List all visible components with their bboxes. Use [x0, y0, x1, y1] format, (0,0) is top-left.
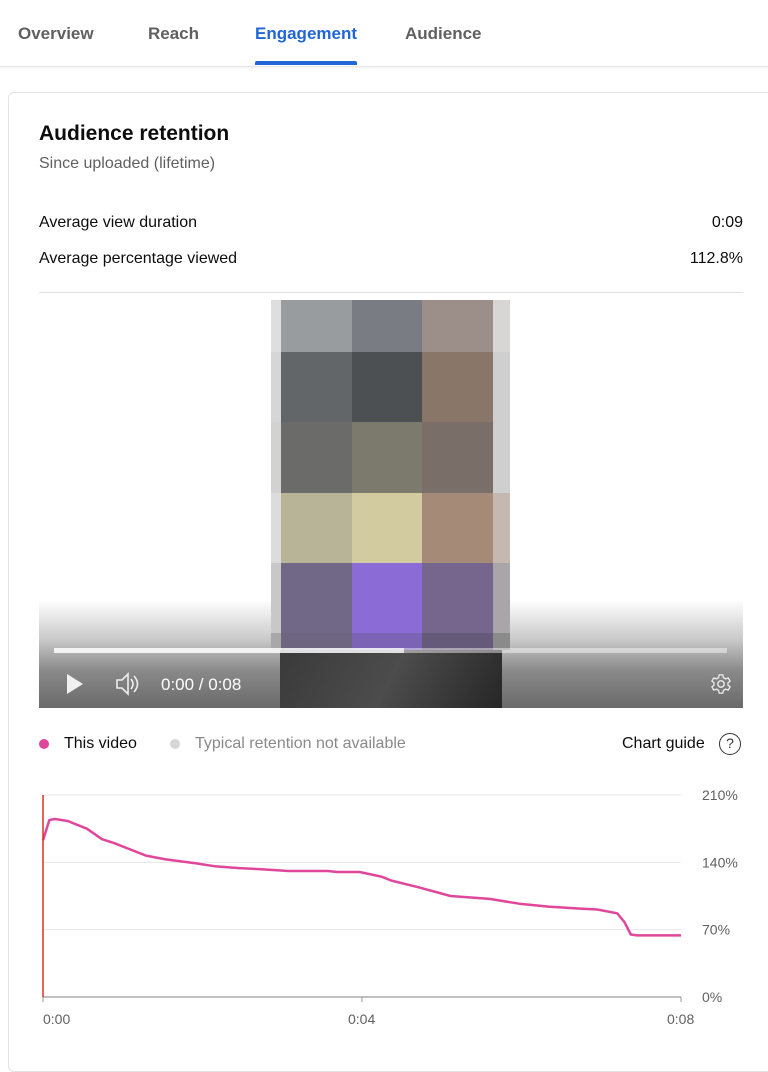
retention-chart[interactable]: 0% 70% 140% 210% 0:00 0:04 0:08 [0, 780, 768, 1040]
y-tick-label: 70% [702, 922, 730, 938]
legend-this-video: This video [64, 735, 137, 752]
thumbnail-pixel [352, 633, 422, 650]
metric-value-avg-view-duration: 0:09 [711, 214, 743, 231]
thumbnail-pixel [271, 300, 281, 352]
tab-engagement[interactable]: Engagement [255, 24, 358, 65]
legend-typical: Typical retention not available [195, 735, 406, 752]
thumbnail-pixel [271, 493, 281, 563]
play-icon[interactable] [65, 673, 85, 695]
y-tick-label: 0% [702, 989, 722, 1005]
thumbnail-pixel [281, 563, 352, 633]
progress-bar[interactable] [54, 648, 727, 653]
thumbnail-pixel [422, 352, 493, 422]
x-tick-label: 0:04 [348, 1011, 375, 1027]
thumbnail-pixel [493, 563, 510, 633]
chart-guide-link[interactable]: Chart guide [622, 735, 705, 752]
tab-reach[interactable]: Reach [148, 24, 200, 43]
thumbnail-pixel [352, 352, 422, 422]
video-frame-dark [280, 650, 502, 708]
thumbnail-pixel [422, 563, 493, 633]
thumbnail-pixel [352, 300, 422, 352]
thumbnail-pixel [422, 493, 493, 563]
thumbnail-pixel [352, 493, 422, 563]
thumbnail-pixel [271, 563, 281, 633]
thumbnail-pixel [271, 633, 281, 650]
thumbnail-pixel [281, 493, 352, 563]
tab-bar: Overview Reach Engagement Audience [0, 0, 768, 67]
tab-overview[interactable]: Overview [18, 24, 94, 43]
thumbnail-pixel [281, 352, 352, 422]
thumbnail-pixel [281, 422, 352, 493]
tab-audience[interactable]: Audience [405, 24, 482, 43]
time-display: 0:00 / 0:08 [161, 675, 242, 694]
thumbnail-pixel [422, 633, 493, 650]
thumbnail-pixel [493, 493, 510, 563]
thumbnail-pixel [493, 422, 510, 493]
metric-label-avg-view-duration: Average view duration [39, 214, 198, 231]
thumbnail-pixel [352, 422, 422, 493]
y-tick-label: 140% [702, 854, 738, 870]
thumbnail-pixel [281, 633, 352, 650]
y-tick-label: 210% [702, 787, 738, 803]
metric-value-avg-percentage: 112.8% [689, 250, 743, 267]
typical-legend-dot [170, 739, 180, 749]
x-tick-label: 0:08 [667, 1011, 694, 1027]
thumbnail-pixel [271, 422, 281, 493]
thumbnail-pixel [493, 300, 510, 352]
metric-label-avg-percentage: Average percentage viewed [39, 250, 238, 267]
card-subtitle: Since uploaded (lifetime) [39, 155, 216, 172]
volume-icon[interactable] [115, 672, 141, 696]
settings-gear-icon[interactable] [710, 673, 732, 695]
thumbnail-pixel [281, 300, 352, 352]
thumbnail-pixel [352, 563, 422, 633]
thumbnail-pixel [271, 352, 281, 422]
thumbnail-pixel [422, 300, 493, 352]
thumbnail-pixel [493, 633, 510, 650]
card-title: Audience retention [39, 122, 230, 145]
buffered-bar [54, 648, 404, 653]
thumbnail-pixel [422, 422, 493, 493]
help-icon[interactable]: ? [719, 733, 741, 755]
video-player[interactable]: 0:00 / 0:08 [39, 300, 743, 708]
divider [39, 292, 743, 293]
this-video-legend-dot [39, 739, 49, 749]
thumbnail-pixel [493, 352, 510, 422]
series-line-this-video [41, 817, 681, 937]
x-tick-label: 0:00 [43, 1011, 70, 1027]
